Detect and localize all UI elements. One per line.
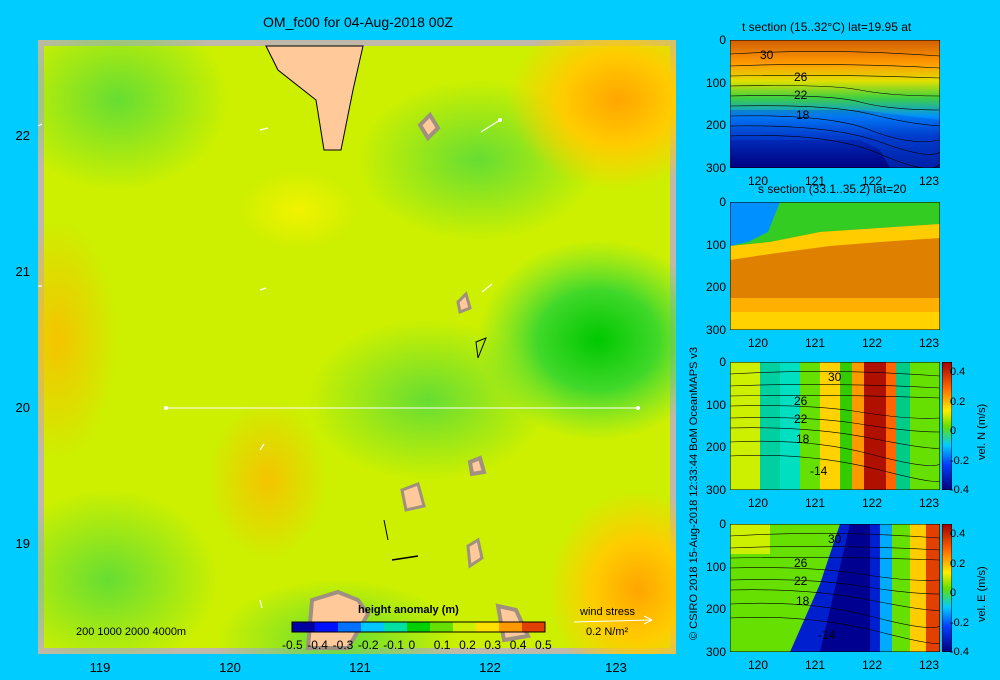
depth-contour-legend: 200 1000 2000 4000m [76,626,187,638]
panel-3-colorbar-tick: 0.4 [950,366,966,378]
x-tick-121: 121 [349,660,371,675]
e-label-22: 22 [794,574,808,588]
t-label-26: 26 [794,70,808,84]
panel-4-x-tick: 121 [805,658,826,672]
panel-4-y-tick: 0 [719,517,726,531]
height-anomaly-colorbar [291,621,546,633]
panel-1-x-tick: 123 [919,174,940,188]
vel-e-colorbar-title: vel. E (m/s) [976,566,988,622]
panel-2-y-tick: 0 [719,195,726,209]
panel-3-y-tick: 200 [705,440,726,455]
x-tick-119: 119 [89,660,111,675]
colorbar-tick: 0.5 [535,638,552,652]
v-label-26: 26 [794,394,808,408]
v-label-30: 30 [828,370,842,384]
panel-4-y-tick: 300 [705,645,726,659]
e-label-18: 18 [796,594,810,608]
panel-3-y-tick: 100 [705,397,726,412]
wind-stress-label: wind stress [580,606,636,618]
panel-4-y-tick: 100 [705,559,726,574]
colorbar-tick: 0.1 [433,638,451,652]
colorbar-tick: 0.2 [459,638,476,652]
panel-4-colorbar-tick: -0.2 [950,616,969,629]
panel-3-colorbar-tick: -0.2 [950,454,969,467]
vel-e-colorbar [942,524,952,652]
v-label-22: 22 [794,412,808,426]
panel-2-x-tick: 120 [748,336,769,350]
wind-stress-scale: 0.2 N/m² [586,626,629,638]
t-label-30: 30 [760,48,774,62]
x-tick-123: 123 [605,660,627,675]
map-title: OM_fc00 for 04-Aug-2018 00Z [263,14,453,30]
colorbar-tick: -0.1 [383,638,404,652]
v-label-18: 18 [796,432,810,446]
colorbar-tick: 0 [408,638,416,652]
panel-2-y-tick: 100 [705,237,726,252]
panel-2-x-tick: 121 [805,336,826,350]
x-tick-122: 122 [479,660,501,675]
panel-4-x-tick: 120 [748,658,769,672]
panel-1-x-tick: 120 [748,174,769,188]
panel-2-title: s section (33.1..35.2) lat=20 [758,182,907,196]
y-tick-21: 21 [15,264,30,279]
panel-3-x-tick: 123 [919,496,940,510]
velocity-east-section [730,524,940,652]
panel-4-x-tick: 122 [862,658,883,672]
salinity-section [730,202,940,330]
panel-2-y-tick: 300 [705,323,726,337]
vel-n-colorbar-title: vel. N (m/s) [976,403,988,460]
colorbar-tick: -0.4 [307,638,328,652]
colorbar-tick: 0.4 [509,638,527,652]
colorbar-tick: -0.5 [282,638,303,652]
t-label-22: 22 [794,88,808,102]
colorbar-tick: -0.2 [357,638,379,652]
panel-1-title: t section (15..32°C) lat=19.95 at [742,20,912,34]
panel-3-y-tick: 300 [705,483,726,497]
height-anomaly-map [38,40,676,654]
x-tick-120: 120 [219,660,241,675]
panel-4-y-tick: 200 [705,602,726,617]
panel-3-x-tick: 122 [862,496,883,510]
colorbar-tick: -0.3 [332,638,354,652]
y-tick-22: 22 [15,128,30,143]
panel-1-y-tick: 300 [705,161,726,175]
v-label-14: -14 [810,464,828,478]
panel-4-colorbar-tick: 0.4 [950,528,966,540]
panel-4-colorbar-tick: 0.2 [950,557,966,570]
colorbar-title: height anomaly (m) [358,604,459,616]
temperature-section [730,40,940,168]
velocity-north-section [730,362,940,490]
panel-3-y-tick: 0 [719,355,726,369]
panel-3-colorbar-tick: -0.4 [950,484,969,496]
panel-3-x-tick: 120 [748,496,769,510]
panel-2-x-tick: 122 [862,336,883,350]
vel-n-colorbar [942,362,952,490]
panel-3-x-tick: 121 [805,496,826,510]
panel-3-colorbar-tick: 0.2 [950,395,966,408]
panel-1-y-tick: 200 [705,118,726,133]
panel-1-x-tick: 122 [862,174,883,188]
panel-4-colorbar-tick: 0 [950,587,957,599]
panel-2-y-tick: 200 [705,280,726,295]
panel-2-x-tick: 123 [919,336,940,350]
panel-4-x-tick: 123 [919,658,940,672]
e-label-14: -14 [818,628,836,642]
panel-1-x-tick: 121 [805,174,826,188]
t-label-18: 18 [796,108,810,122]
e-label-26: 26 [794,556,808,570]
y-tick-19: 19 [15,536,30,551]
panel-4-colorbar-tick: -0.4 [950,646,969,658]
panel-1-y-tick: 0 [719,33,726,47]
colorbar-tick: 0.3 [484,638,502,652]
e-label-30: 30 [828,532,842,546]
y-tick-20: 20 [15,400,30,415]
panel-3-colorbar-tick: 0 [950,425,957,437]
panel-1-y-tick: 100 [705,75,726,90]
